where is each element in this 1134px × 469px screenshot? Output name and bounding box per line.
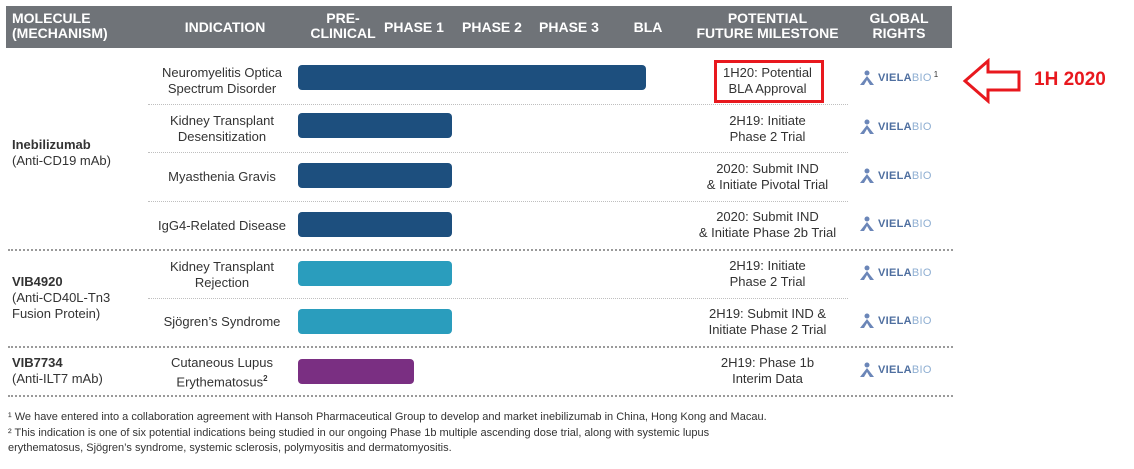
milestone-text: 2H19: Phase 1b Interim Data — [720, 355, 815, 386]
viela-figure-icon — [860, 216, 874, 231]
viela-figure-icon — [860, 362, 874, 377]
viela-figure-icon — [860, 168, 874, 183]
molecule-vib7734: VIB7734 (Anti-ILT7 mAb) — [12, 355, 103, 386]
row-divider — [148, 104, 848, 105]
milestone-text: 2020: Submit IND & Initiate Pivotal Trial — [706, 161, 829, 192]
milestone-text: 2H19: Submit IND & Initiate Phase 2 Trial — [708, 306, 827, 337]
footnote-ref: 2 — [263, 374, 268, 383]
row-divider — [148, 298, 848, 299]
milestone-text: 2020: Submit IND & Initiate Phase 2b Tria… — [698, 209, 837, 240]
indication-label: Kidney Transplant Desensitization — [169, 113, 275, 144]
header-preclinical: PRE- CLINICAL — [310, 10, 376, 41]
footnote-2-continued: erythematosus, Sjögren’s syndrome, syste… — [8, 442, 452, 454]
vielabio-logo: VIELA BIO — [858, 265, 932, 281]
header-indication: INDICATION — [184, 19, 266, 35]
molecule-divider — [8, 249, 953, 251]
indication-label: IgG4-Related Disease — [158, 218, 286, 233]
viela-figure-icon — [860, 265, 874, 280]
highlight-box — [714, 60, 824, 103]
header-phase2: PHASE 2 — [462, 19, 522, 35]
footnote-ref: 1 — [933, 70, 939, 79]
header-global-rights: GLOBAL RIGHTS — [869, 10, 929, 41]
annotation-label: 1H 2020 — [1034, 69, 1106, 90]
vielabio-logo: VIELA BIO 1 — [858, 70, 938, 86]
indication-label: Cutaneous Lupus Erythematosus2 — [171, 355, 273, 390]
molecule-divider — [8, 346, 953, 348]
milestone-text: 2H19: Initiate Phase 2 Trial — [729, 258, 806, 289]
progress-bar-bla — [298, 65, 646, 90]
row-divider — [148, 152, 848, 153]
progress-bar-phase2 — [298, 163, 452, 188]
progress-bar-phase2 — [298, 261, 452, 286]
indication-label: Kidney Transplant Rejection — [169, 259, 275, 290]
molecule-inebilizumab: Inebilizumab (Anti-CD19 mAb) — [12, 137, 111, 168]
vielabio-logo: VIELA BIO — [858, 313, 932, 329]
footnote-1: ¹ We have entered into a collaboration a… — [8, 411, 767, 423]
header-phase3: PHASE 3 — [539, 19, 599, 35]
vielabio-logo: VIELA BIO — [858, 216, 932, 232]
molecule-vib4920: VIB4920 (Anti-CD40L-Tn3 Fusion Protein) — [12, 274, 111, 321]
milestone-text: 1H20: Potential BLA Approval — [723, 65, 812, 96]
indication-label: Neuromyelitis Optica Spectrum Disorder — [162, 65, 282, 96]
viela-figure-icon — [860, 313, 874, 328]
vielabio-logo: VIELA BIO — [858, 119, 932, 135]
indication-label: Sjögren’s Syndrome — [163, 314, 281, 329]
progress-bar-phase2 — [298, 309, 452, 334]
header-phase1: PHASE 1 — [384, 19, 444, 35]
progress-bar-phase2 — [298, 212, 452, 237]
viela-figure-icon — [860, 119, 874, 134]
indication-label: Myasthenia Gravis — [168, 169, 276, 184]
milestone-text: 2H19: Initiate Phase 2 Trial — [729, 113, 806, 144]
table-header — [6, 6, 952, 48]
table-bottom-divider — [8, 395, 953, 397]
progress-bar-phase2 — [298, 113, 452, 138]
viela-figure-icon — [860, 70, 874, 85]
vielabio-logo: VIELA BIO — [858, 168, 932, 184]
header-potential: POTENTIAL FUTURE MILESTONE — [696, 10, 839, 41]
row-divider — [148, 201, 848, 202]
progress-bar-phase1 — [298, 359, 414, 384]
left-arrow-outline-icon — [962, 58, 1021, 104]
header-bla: BLA — [633, 19, 663, 35]
vielabio-logo: VIELA BIO — [858, 362, 932, 378]
header-molecule: MOLECULE (MECHANISM) — [12, 10, 108, 41]
footnote-2: ² This indication is one of six potentia… — [8, 427, 710, 439]
